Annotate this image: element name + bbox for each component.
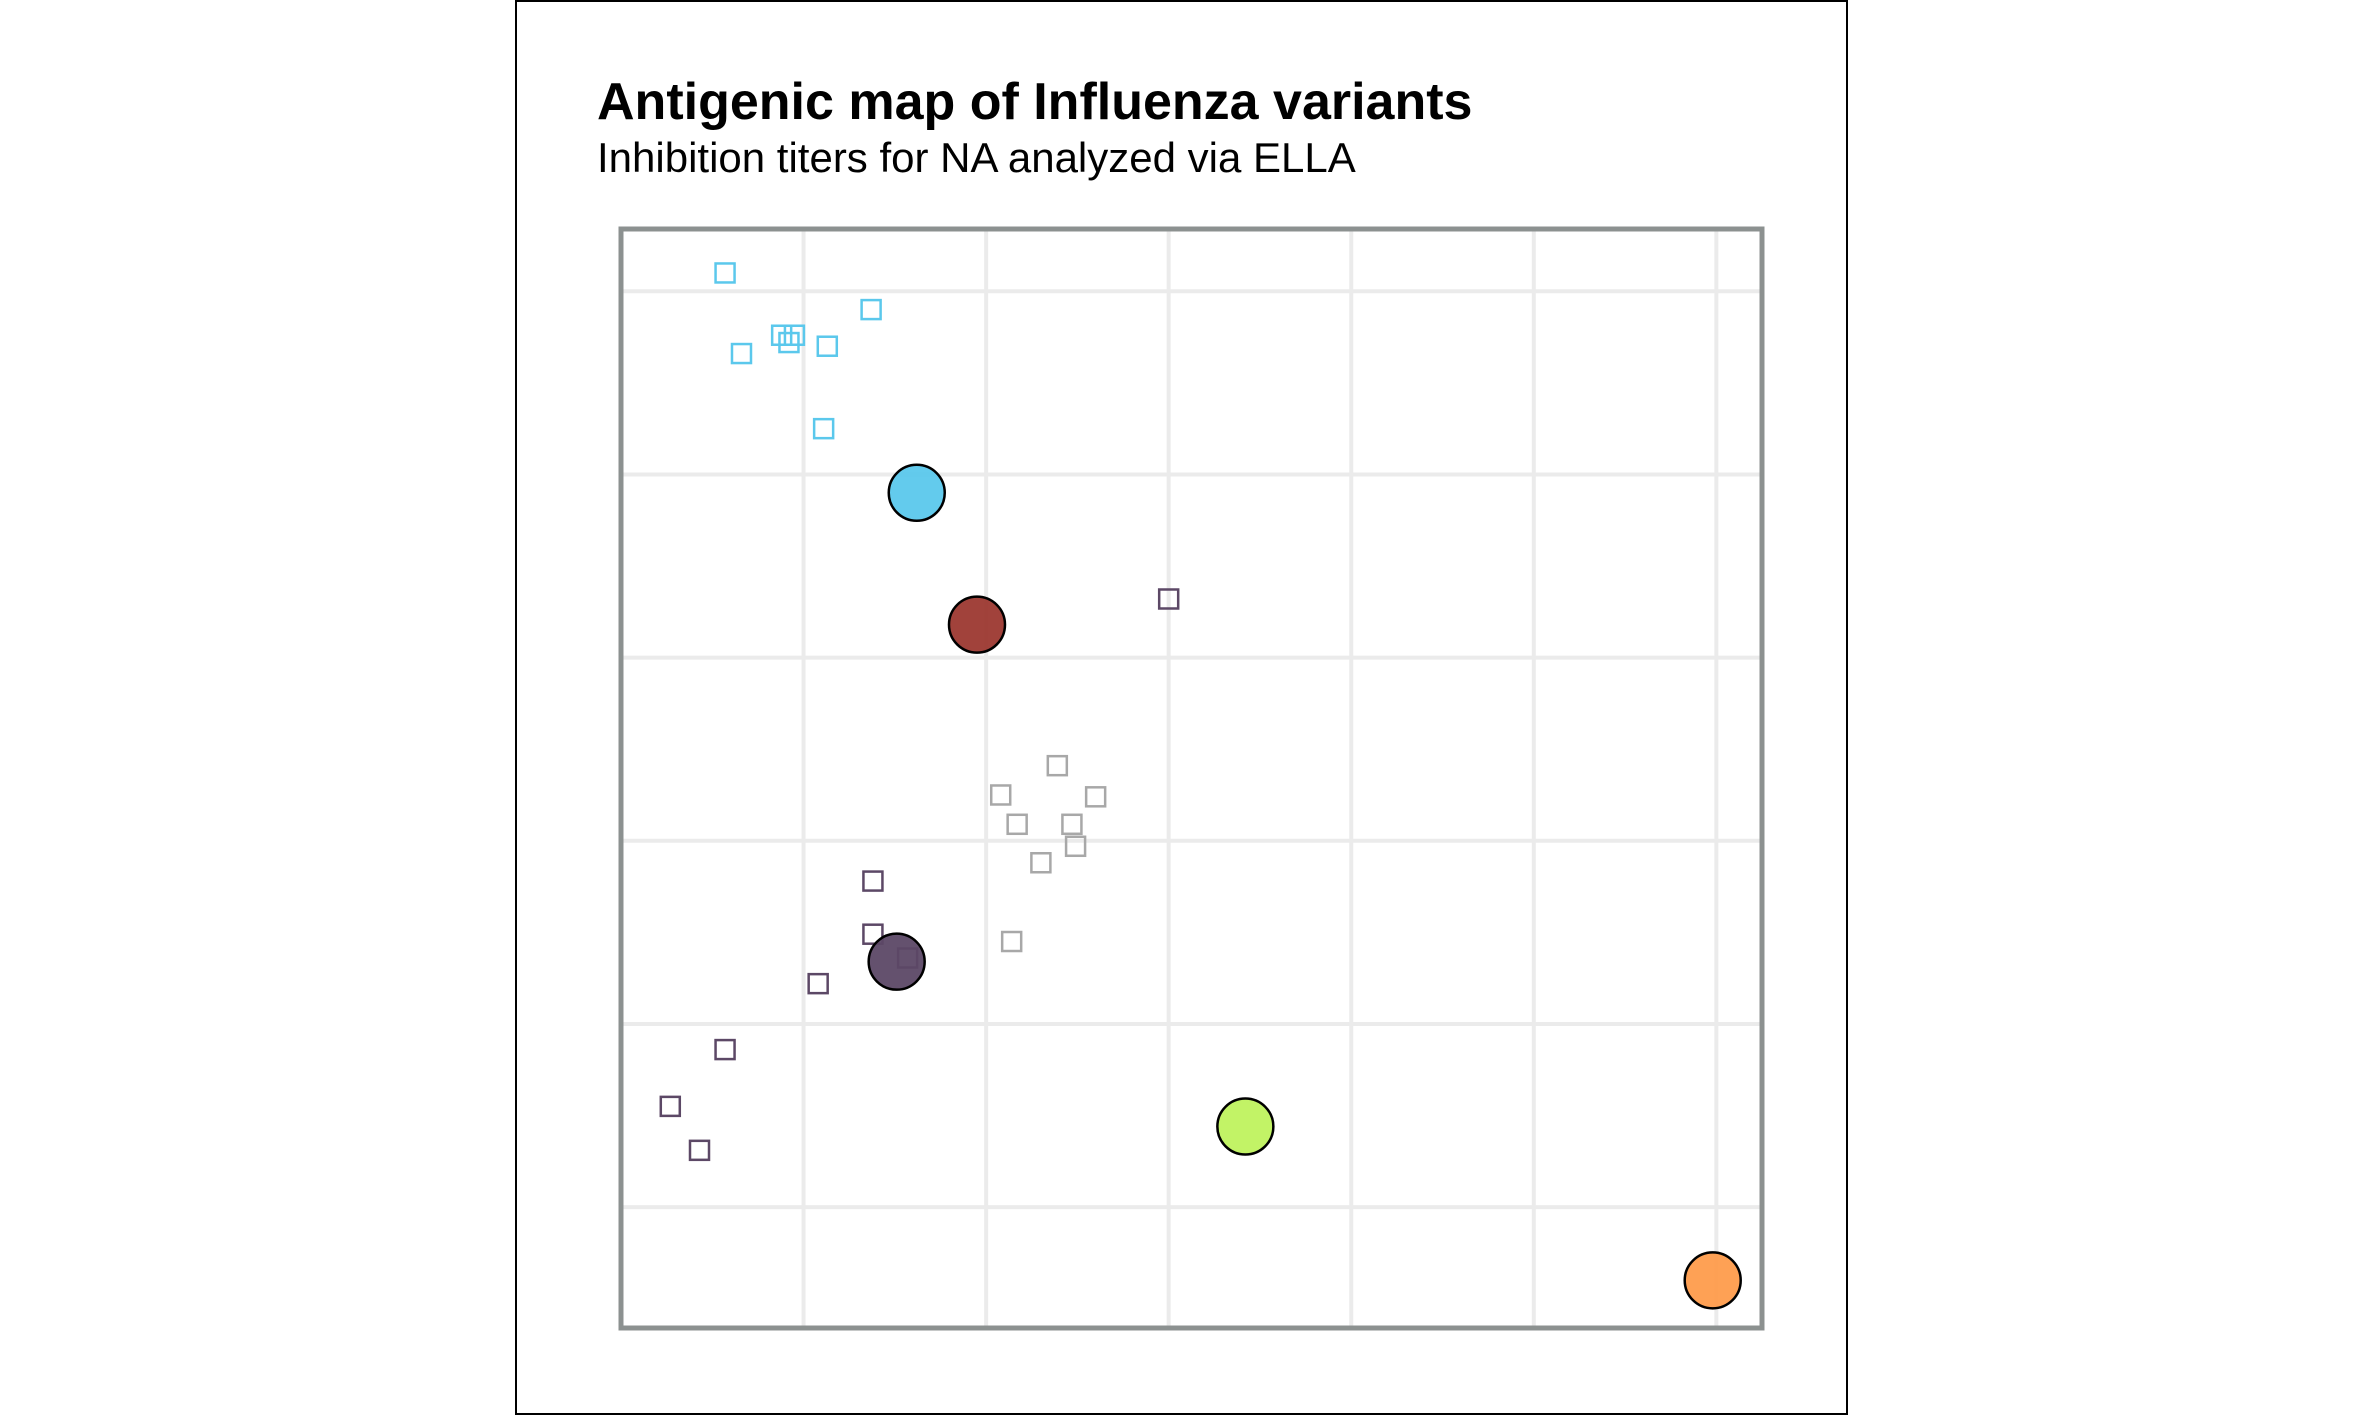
sera-point [1157, 588, 1180, 610]
sera-point [1030, 852, 1052, 874]
sera-point [862, 870, 884, 892]
antigen-point [1683, 1251, 1742, 1310]
sera-point [659, 1095, 682, 1118]
plot-border [618, 226, 1765, 1331]
antigen-point [947, 595, 1007, 654]
sera-point [714, 1038, 736, 1061]
antigen-points-layer [867, 463, 1742, 1310]
sera-point [862, 923, 884, 945]
sera-point [714, 262, 736, 284]
chart-subtitle: Inhibition titers for NA analyzed via EL… [597, 134, 1356, 181]
antigen-point [887, 463, 946, 523]
sera-point [1064, 835, 1087, 858]
grid-layer [621, 229, 1762, 1328]
sera-point [1006, 813, 1028, 836]
antigen-point [867, 932, 926, 991]
sera-point [816, 335, 839, 357]
sera-point [860, 298, 882, 321]
sera-point [1046, 754, 1069, 777]
sera-point [783, 324, 806, 346]
figure-frame [515, 0, 1848, 1415]
sera-point [688, 1139, 711, 1162]
sera-point [778, 331, 800, 354]
sera-point [989, 784, 1012, 806]
sera-point [730, 342, 753, 365]
antigen-point [1216, 1097, 1275, 1156]
sera-point [812, 417, 835, 440]
sera-point [807, 972, 829, 995]
sera-point [1061, 813, 1083, 836]
chart-title: Antigenic map of Influenza variants [597, 73, 1473, 131]
sera-point [1000, 930, 1023, 953]
sera-point [770, 324, 793, 346]
sera-point [1084, 786, 1107, 808]
